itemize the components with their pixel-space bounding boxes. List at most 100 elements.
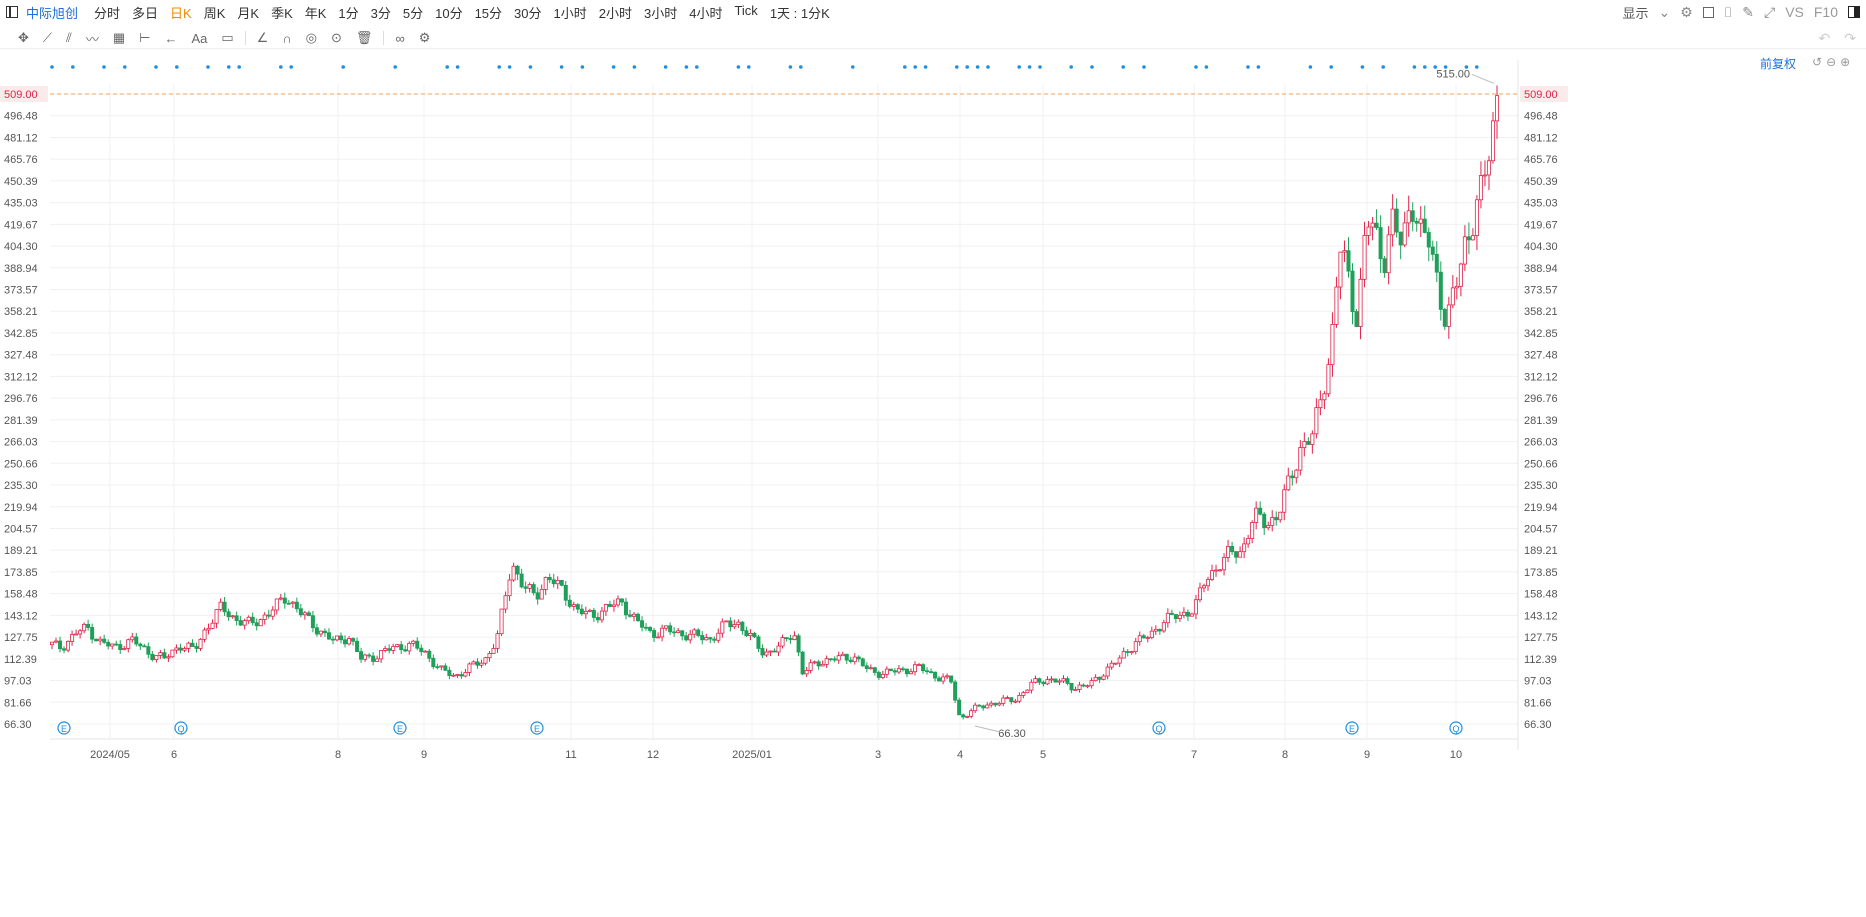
candle-body bbox=[70, 634, 75, 642]
arrow-tool-icon[interactable]: ← bbox=[164, 30, 178, 46]
pencil-icon[interactable]: ✎ bbox=[1742, 3, 1754, 20]
period-tab[interactable]: 月K bbox=[237, 5, 260, 21]
move-icon[interactable]: ✥ bbox=[18, 30, 29, 45]
zoom-out-icon[interactable]: ⊖ bbox=[1826, 55, 1837, 69]
period-tab[interactable]: 1分 bbox=[338, 5, 359, 21]
square-icon[interactable] bbox=[1702, 6, 1714, 18]
event-dot bbox=[580, 65, 585, 69]
eye-icon[interactable]: ◎ bbox=[305, 30, 318, 45]
candle-body bbox=[1398, 231, 1403, 246]
period-tab[interactable]: 5分 bbox=[402, 5, 424, 21]
candle-body bbox=[784, 637, 789, 639]
pattern-tool-icon[interactable]: ▦ bbox=[112, 30, 126, 45]
panel-toggle-icon[interactable] bbox=[6, 6, 18, 18]
period-tab[interactable]: 季K bbox=[271, 5, 293, 21]
candle-body bbox=[808, 662, 813, 671]
event-dot bbox=[528, 65, 533, 69]
gear-icon[interactable]: ⚙ bbox=[418, 30, 431, 45]
candle-body bbox=[1157, 628, 1162, 632]
chevron-down-icon[interactable]: ⌄ bbox=[1658, 3, 1671, 20]
event-dot bbox=[695, 65, 699, 69]
candle-body bbox=[1406, 210, 1411, 224]
angle-tool-icon[interactable]: ∠ bbox=[256, 30, 269, 45]
layout-icon[interactable] bbox=[1848, 6, 1860, 18]
period-tab[interactable]: 年K bbox=[304, 5, 327, 21]
period-tab[interactable]: 4小时 bbox=[689, 5, 723, 21]
candle-body bbox=[1418, 218, 1423, 224]
candle-body bbox=[286, 602, 291, 605]
candle-body bbox=[1109, 662, 1114, 668]
candle-body bbox=[1141, 635, 1146, 639]
period-tab[interactable]: Tick bbox=[734, 2, 758, 18]
event-dot bbox=[289, 65, 294, 69]
link-icon[interactable]: ∞ bbox=[395, 30, 405, 46]
period-tab[interactable]: 10分 bbox=[435, 5, 463, 21]
y-tick-label-right: 296.76 bbox=[1524, 393, 1558, 405]
candle-body bbox=[1422, 218, 1427, 233]
candle-body bbox=[989, 702, 994, 706]
candlestick-chart[interactable]: 509.00 509.00 496.48 496.48 481.12 481.12 465.… bbox=[0, 50, 1866, 917]
magnet-icon[interactable]: ∩ bbox=[282, 30, 292, 46]
comment-tool-icon[interactable]: ▭ bbox=[221, 30, 234, 45]
settings-icon[interactable]: ⚙ bbox=[1680, 3, 1693, 20]
candle-body bbox=[1017, 694, 1022, 702]
candle-body bbox=[1097, 676, 1102, 680]
measure-tool-icon[interactable]: ⊢ bbox=[139, 30, 151, 45]
period-tab[interactable]: 1小时 bbox=[553, 5, 587, 21]
display-menu[interactable]: 显示 bbox=[1622, 5, 1649, 21]
candle-body bbox=[712, 638, 717, 641]
wave-tool-icon[interactable]: 〰 bbox=[85, 31, 99, 47]
event-dot bbox=[986, 65, 990, 69]
candle-body bbox=[1242, 543, 1247, 553]
event-dot bbox=[1433, 65, 1437, 69]
y-tick-label-left: 127.75 bbox=[4, 632, 38, 644]
y-tick-label-left: 358.21 bbox=[4, 306, 38, 318]
candle-body bbox=[222, 601, 227, 613]
fullscreen-icon[interactable]: ⤢ bbox=[1763, 3, 1776, 20]
undo-icon[interactable]: ↶ bbox=[1818, 29, 1831, 46]
period-tab[interactable]: 周K bbox=[203, 5, 226, 21]
stock-name[interactable]: 中际旭创 bbox=[26, 5, 79, 21]
period-tab[interactable]: 多日 bbox=[132, 5, 159, 21]
candle-body bbox=[439, 665, 444, 668]
redo-icon[interactable]: ↷ bbox=[1844, 29, 1856, 46]
y-tick-label-left: 342.85 bbox=[4, 328, 38, 340]
candle-body bbox=[282, 597, 287, 604]
candle-body bbox=[997, 702, 1002, 706]
period-tab[interactable]: 2小时 bbox=[598, 5, 632, 21]
candle-body bbox=[1085, 685, 1090, 688]
x-tick-label: 10 bbox=[1450, 749, 1462, 761]
event-dot bbox=[1038, 65, 1042, 69]
period-tab[interactable]: 3小时 bbox=[643, 5, 678, 21]
zoom-in-icon[interactable]: ⊕ bbox=[1840, 55, 1851, 69]
candle-body bbox=[607, 603, 612, 607]
period-tab[interactable]: 15分 bbox=[474, 5, 503, 21]
period-tab[interactable]: 分时 bbox=[94, 5, 121, 21]
candle-body bbox=[74, 633, 79, 636]
candle-body bbox=[559, 580, 564, 586]
period-tab[interactable]: 1天 : 1分K bbox=[769, 5, 830, 21]
event-dot bbox=[1381, 65, 1385, 69]
line-tool-icon[interactable]: ⟋ bbox=[42, 30, 53, 45]
candle-body bbox=[768, 650, 773, 653]
y-tick-label-left: 327.48 bbox=[4, 350, 38, 362]
f10-button[interactable]: F10 bbox=[1813, 4, 1838, 20]
lock-icon[interactable]: ⊙ bbox=[331, 30, 342, 45]
vs-button[interactable]: VS bbox=[1785, 4, 1804, 20]
reset-icon[interactable]: ↺ bbox=[1812, 55, 1823, 69]
trash-icon[interactable]: 🗑 bbox=[355, 30, 373, 45]
event-dot bbox=[747, 65, 751, 69]
channel-tool-icon[interactable]: ⫽ bbox=[66, 30, 72, 45]
candle-body bbox=[716, 632, 721, 641]
event-marker bbox=[57, 721, 71, 735]
camera-icon[interactable]: ⌷ bbox=[1723, 3, 1733, 20]
period-tabs: 分时 多日 日K 周K 月K 季K 年K 1分 3分 5分 10分 15分 30分 1小时 2小时 3小时 4小… bbox=[88, 3, 836, 22]
y-tick-label-right: 281.39 bbox=[1524, 415, 1558, 427]
adjust-label[interactable]: 前复权 bbox=[1760, 57, 1797, 71]
y-tick-label-left: 204.57 bbox=[4, 523, 38, 535]
period-tab[interactable]: 3分 bbox=[370, 5, 391, 21]
text-tool-icon[interactable]: Aa bbox=[191, 30, 208, 46]
period-tab[interactable]: 日K bbox=[170, 5, 192, 21]
candle-body bbox=[387, 648, 392, 651]
period-tab[interactable]: 30分 bbox=[514, 5, 542, 21]
